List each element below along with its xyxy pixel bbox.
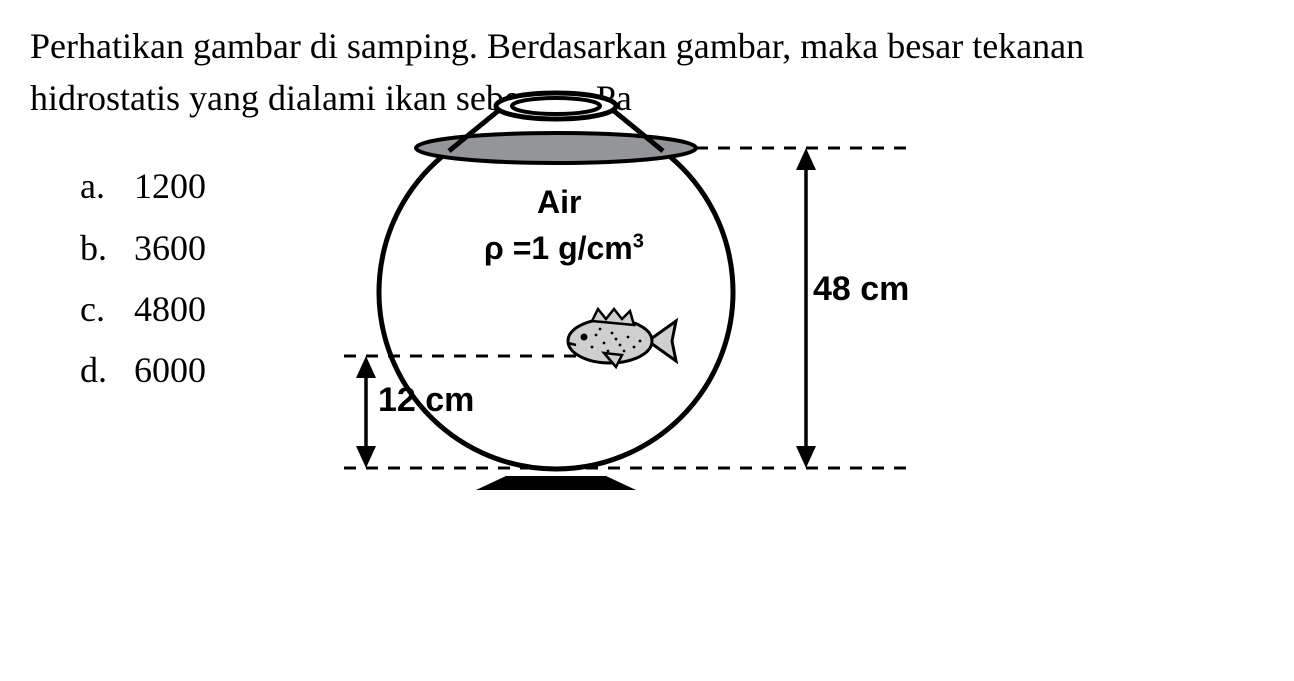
option-c: c. 4800	[80, 279, 206, 340]
water-surface	[416, 133, 696, 163]
label-density-exp: 3	[633, 231, 644, 253]
fish-icon	[568, 309, 676, 367]
bowl-stand	[476, 476, 636, 490]
arrow-12cm	[356, 356, 376, 468]
answer-options: a. 1200 b. 3600 c. 4800 d. 6000	[30, 146, 206, 401]
fishbowl-diagram: Air ρ =1 g/cm3 12 cm 48 cm	[266, 76, 946, 516]
option-letter: a.	[80, 156, 134, 217]
content-row: a. 1200 b. 3600 c. 4800 d. 6000	[30, 146, 1264, 516]
label-air: Air	[537, 184, 581, 221]
option-value: 4800	[134, 279, 206, 340]
label-density: ρ =1 g/cm3	[484, 230, 644, 267]
option-letter: b.	[80, 218, 134, 279]
label-density-text: ρ =1 g/cm	[484, 230, 633, 266]
option-value: 1200	[134, 156, 206, 217]
bowl-rim-inner	[512, 98, 600, 114]
label-48cm: 48 cm	[813, 270, 909, 309]
option-value: 3600	[134, 218, 206, 279]
option-value: 6000	[134, 340, 206, 401]
label-12cm: 12 cm	[378, 381, 474, 420]
option-d: d. 6000	[80, 340, 206, 401]
option-b: b. 3600	[80, 218, 206, 279]
option-a: a. 1200	[80, 156, 206, 217]
option-letter: d.	[80, 340, 134, 401]
option-letter: c.	[80, 279, 134, 340]
